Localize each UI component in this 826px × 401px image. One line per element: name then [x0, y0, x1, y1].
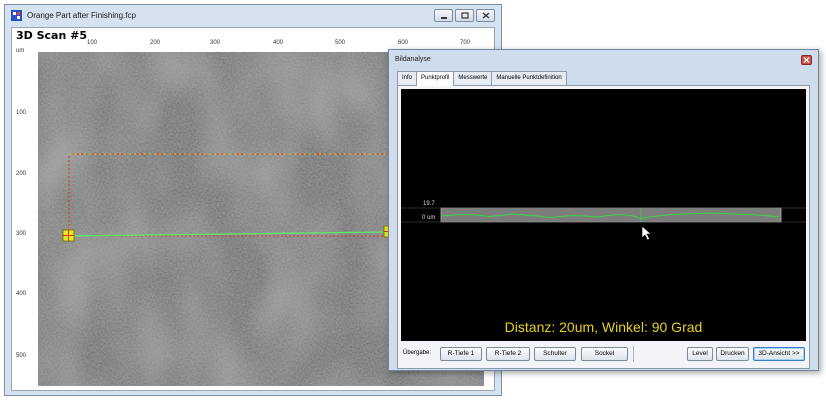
punktprofil-panel: 19.7 0 um Distanz: 20um, Winkel: 90 Grad… [397, 85, 810, 369]
y-tick-label: 500 [16, 353, 27, 359]
x-tick-label: 300 [209, 40, 221, 46]
y-tick-label: 400 [16, 291, 27, 297]
3d-ansicht-button[interactable]: 3D-Ansicht >> [753, 347, 805, 361]
profile-curve [440, 212, 780, 220]
mouse-cursor-icon [641, 225, 652, 241]
uebergabe-label: Übergabe: [403, 350, 432, 356]
x-tick-label: 600 [397, 40, 409, 46]
tab-punktprofil[interactable]: Punktprofil [416, 71, 455, 86]
tab-bar: Info Punktprofil Messwerte Manuelle Punk… [397, 71, 567, 86]
profile-start-handle[interactable] [62, 229, 75, 242]
app-icon [11, 10, 22, 21]
y-tick-label: 200 [16, 171, 27, 177]
action-bar: Übergabe: R-Tiefe 1 R-Tiefe 2 Schulter S… [401, 344, 806, 366]
profile-max-label: 19.7 [423, 201, 435, 207]
y-tick-label: 300 [16, 231, 27, 237]
x-tick-label: 700 [459, 40, 471, 46]
level-button[interactable]: Level [687, 347, 713, 361]
minimize-icon [435, 10, 452, 21]
sockel-button[interactable]: Sockel [581, 347, 628, 361]
tab-manuelle-punktdefinition[interactable]: Manuelle Punktdefinition [491, 71, 567, 85]
drucken-button[interactable]: Drucken [716, 347, 749, 361]
y-tick-label: 100 [16, 110, 27, 116]
dialog-close-button[interactable] [801, 55, 812, 65]
schulter-button[interactable]: Schulter [534, 347, 576, 361]
tab-info[interactable]: Info [397, 71, 418, 85]
maximize-button[interactable] [455, 9, 474, 22]
dialog-title: Bildanalyse [395, 56, 431, 63]
close-icon [477, 10, 494, 21]
r-tiefe-2-button[interactable]: R-Tiefe 2 [486, 347, 530, 361]
main-title-bar[interactable]: Orange Part after Finishing.fcp [5, 5, 501, 27]
bildanalyse-dialog: Bildanalyse Info Punktprofil Messwerte M… [388, 49, 819, 371]
scan-title: 3D Scan #5 [16, 29, 88, 42]
close-button[interactable] [476, 9, 495, 22]
tab-messwerte[interactable]: Messwerte [453, 71, 493, 85]
maximize-icon [456, 10, 473, 21]
profile-zero-label: 0 um [422, 215, 436, 221]
x-tick-label: 400 [272, 40, 284, 46]
x-tick-label: 100 [86, 40, 98, 46]
distance-readout: Distanz: 20um, Winkel: 90 Grad [504, 319, 703, 335]
r-tiefe-1-button[interactable]: R-Tiefe 1 [440, 347, 482, 361]
x-axis: 100 200 300 400 500 600 700 [38, 40, 490, 52]
x-tick-label: 200 [149, 40, 161, 46]
profile-marker-line[interactable] [68, 231, 392, 237]
minimize-button[interactable] [434, 9, 453, 22]
close-icon [803, 57, 810, 63]
window-title: Orange Part after Finishing.fcp [27, 11, 136, 20]
profile-plot[interactable]: 19.7 0 um Distanz: 20um, Winkel: 90 Grad [401, 89, 806, 341]
x-tick-label: 500 [334, 40, 346, 46]
separator [633, 346, 634, 362]
y-axis-unit: um [16, 48, 25, 54]
